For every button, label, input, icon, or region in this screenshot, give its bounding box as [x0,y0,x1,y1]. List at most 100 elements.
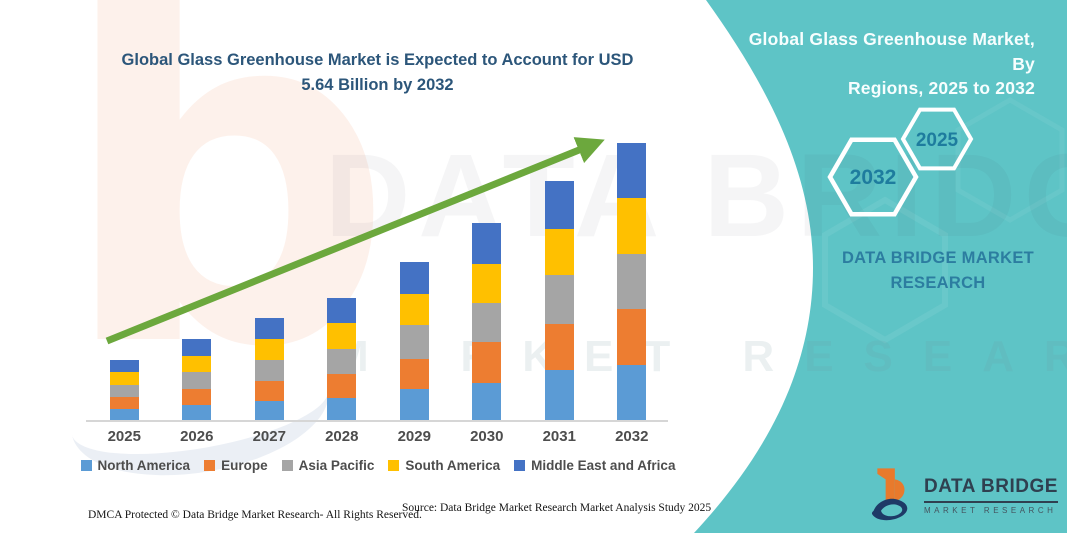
panel-brand-line1: DATA BRIDGE MARKET [841,249,1035,267]
x-axis-label-2032: 2032 [615,428,649,445]
footer-source-text: Source: Data Bridge Market Research Mark… [402,502,712,514]
watermark-hexagon-outline [822,196,948,344]
legend-item: South America [388,458,500,473]
bar-segment-2029 [399,389,429,420]
x-axis-label-2030: 2030 [470,428,504,445]
teal-panel-shape [694,0,1067,533]
bar-segment-2025 [109,384,139,397]
chart-title-line1: Global Glass Greenhouse Market is Expect… [121,51,634,69]
bar-segment-2032 [617,254,647,309]
data-bridge-logo: DATA BRIDGE MARKET RESEARCH [870,466,1058,524]
x-axis-label-2031: 2031 [542,428,576,445]
bar-segment-2026 [182,355,212,373]
hexagon-2025 [900,107,974,171]
legend-swatch [80,460,92,471]
bar-segment-2026 [182,389,212,405]
chart-title: Global Glass Greenhouse Market is Expect… [105,48,650,98]
bar-segment-2029 [399,358,429,390]
legend-item: North America [80,458,191,473]
legend-label: Middle East and Africa [531,458,676,473]
bar-segment-2025 [109,396,139,409]
bar-segment-2025 [109,360,139,372]
x-axis-label-2029: 2029 [397,428,431,445]
bar-segment-2031 [544,180,574,229]
year-hexagons: 2032 2025 [827,107,974,217]
bar-segment-2030 [472,302,502,342]
panel-brand-text: DATA BRIDGE MARKET RESEARCH [838,246,1038,296]
hexagon-2032 [827,137,919,217]
bar-2026 [182,339,212,420]
bar-segment-2027 [254,359,284,381]
legend-label: North America [97,458,191,473]
plot-area [88,130,668,420]
x-axis-label-2027: 2027 [252,428,286,445]
bar-segment-2029 [399,262,429,294]
legend-label: South America [405,458,501,473]
footer-dmca-text: DMCA Protected © Data Bridge Market Rese… [88,509,422,521]
x-axis-label-2025: 2025 [107,428,141,445]
bar-segment-2027 [254,380,284,401]
bar-segment-2026 [182,372,212,390]
bar-segment-2027 [254,400,284,420]
panel-brand-line2: RESEARCH [890,273,986,292]
x-axis-labels: 2025 2026 2027 2028 2029 2030 2031 2032 [88,428,668,445]
legend-item: Middle East and Africa [514,458,675,473]
bar-segment-2026 [182,339,212,356]
logo-text-block: DATA BRIDGE MARKET RESEARCH [924,476,1058,515]
bar-segment-2030 [472,264,502,303]
bar-segment-2027 [254,318,284,339]
legend-swatch [388,460,400,471]
bar-segment-2032 [617,309,647,365]
legend-label: Europe [221,458,268,473]
legend-swatch [204,460,216,471]
bar-segment-2032 [617,365,647,420]
bar-2032 [617,143,647,420]
legend-item: Europe [204,458,268,473]
bar-segment-2026 [182,404,212,420]
legend-swatch [281,460,293,471]
bar-segment-2031 [544,324,574,371]
bar-2027 [254,318,284,420]
bar-segment-2025 [109,371,139,385]
bar-segment-2030 [472,223,502,265]
hexagon-2025-label: 2025 [916,130,959,151]
chart-legend: North America Europe Asia Pacific South Ame… [80,458,675,473]
bar-segment-2029 [399,325,429,359]
bar-segment-2028 [327,373,357,398]
bar-segment-2030 [472,382,502,420]
bar-segment-2032 [617,198,647,254]
bar-segment-2028 [327,322,357,349]
x-axis-label-2028: 2028 [325,428,359,445]
bar-segment-2028 [327,348,357,374]
bar-2029 [399,262,429,420]
bar-segment-2031 [544,228,574,276]
legend-swatch [514,460,526,471]
bar-segment-2030 [472,341,502,383]
hexagon-2032-label: 2032 [850,166,897,189]
x-axis-line [86,420,668,422]
bar-2028 [327,298,357,420]
bar-2025 [109,360,139,420]
bar-segment-2028 [327,298,357,323]
bar-segment-2031 [544,370,574,420]
x-axis-label-2026: 2026 [180,428,214,445]
panel-heading-line1: Global Glass Greenhouse Market, By [748,29,1035,74]
bar-segment-2025 [109,408,139,420]
panel-heading: Global Glass Greenhouse Market, By Regio… [728,27,1035,101]
chart-title-line2: 5.64 Billion by 2032 [301,75,454,94]
bar-segment-2032 [617,143,647,198]
data-bridge-logo-icon [871,468,908,521]
legend-item: Asia Pacific [281,458,375,473]
logo-name-text: DATA BRIDGE [924,476,1058,503]
logo-tagline-text: MARKET RESEARCH [924,505,1057,515]
legend-label: Asia Pacific [298,458,375,473]
watermark-hexagon-outline-small [955,97,1065,223]
bar-2031 [544,180,574,420]
bar-segment-2028 [327,397,357,420]
bar-2030 [472,223,502,420]
bar-segment-2031 [544,275,574,325]
bar-segment-2029 [399,293,429,326]
panel-heading-line2: Regions, 2025 to 2032 [847,78,1035,98]
